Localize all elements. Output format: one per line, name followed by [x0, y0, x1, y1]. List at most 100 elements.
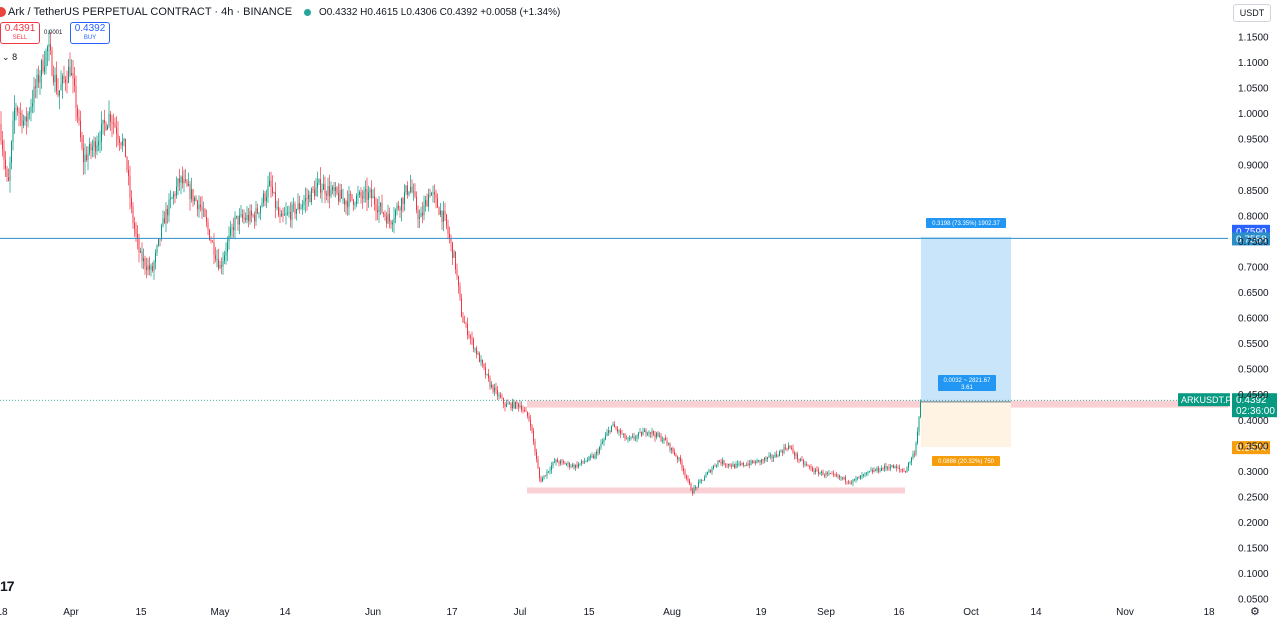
x-tick-label: Jun [365, 607, 381, 618]
entry-stats-label: 0.0032 ~ 2821.673.61 [938, 375, 996, 391]
candle-body [750, 460, 752, 465]
candle-body [819, 472, 821, 475]
candle-body [758, 460, 759, 461]
time-axis: 18 Apr 15 May 14 Jun 17 Jul 15 Aug 19 Sep 16 Oct 14 Nov… [0, 607, 1215, 618]
candle-body [749, 463, 750, 465]
candle-body [464, 322, 465, 324]
candle-body [666, 440, 668, 445]
candle-body [369, 189, 371, 193]
candle-body [713, 465, 714, 469]
candle-body [234, 216, 236, 231]
candle-body [414, 191, 416, 197]
candle-body [114, 123, 116, 128]
candle-body [189, 184, 191, 200]
currency-selector[interactable]: USDT [1233, 4, 1271, 22]
candle-body [683, 468, 684, 472]
candle-body [740, 463, 741, 465]
candle-body [716, 464, 717, 466]
candle-body [834, 474, 836, 476]
candle-body [164, 218, 165, 224]
candle-body [791, 447, 792, 449]
candle-body [777, 456, 779, 458]
candle-body [447, 225, 449, 234]
target-price-badge-text: 0.7590 [1236, 227, 1267, 238]
candle-body [590, 456, 591, 458]
candle-body [570, 466, 572, 468]
candle-body [431, 192, 432, 196]
candle-body [770, 455, 771, 457]
candle-body [308, 194, 309, 200]
sell-button[interactable]: 0.4391 SELL [0, 22, 40, 44]
x-tick-label: Aug [663, 607, 681, 618]
candle-body [821, 471, 822, 473]
candle-body [33, 86, 35, 104]
candle-body [830, 473, 831, 475]
candle-body [545, 475, 546, 477]
stop-price-badge-bg [1232, 441, 1270, 455]
candle-body [212, 241, 213, 243]
indicator-visibility-toggle[interactable]: ⌄ 8 [2, 52, 17, 63]
candle-body [411, 186, 413, 193]
candle-body [14, 108, 15, 121]
buy-button[interactable]: 0.4392 BUY [70, 22, 110, 44]
candle-body [630, 437, 632, 439]
candle-body [795, 454, 797, 456]
candle-body [902, 470, 903, 471]
candle-body [416, 196, 417, 211]
candle-body [872, 470, 873, 472]
y-tick-label: 0.7500 [1238, 237, 1269, 248]
candle-body [203, 209, 204, 211]
candle-body [849, 482, 851, 484]
entry-stats-label-bg [938, 375, 996, 391]
entry-stats-label-text: 0.0032 ~ 2821.67 [944, 378, 992, 384]
candle-body [803, 460, 804, 465]
candle-body [563, 461, 564, 463]
gear-icon[interactable]: ⚙ [1250, 606, 1260, 618]
candle-body [204, 209, 206, 217]
candle-body [3, 149, 5, 160]
candle-body [510, 403, 512, 409]
candle-body [96, 145, 98, 152]
symbol-title[interactable]: Ark / TetherUS PERPETUAL CONTRACT · 4h ·… [8, 6, 293, 18]
candle-body [321, 189, 323, 193]
candle-body [311, 188, 312, 203]
y-tick-label: 0.7000 [1238, 262, 1269, 273]
candle-body [365, 189, 366, 192]
target-stats-label-bg [926, 218, 1006, 228]
candle-body [855, 478, 857, 480]
x-tick-label: 16 [893, 607, 905, 618]
candle-body [639, 431, 641, 433]
candle-body [120, 142, 122, 146]
candle-body [323, 184, 324, 190]
candle-body [663, 437, 665, 441]
x-tick-label: 17 [446, 607, 458, 618]
candle-body [216, 259, 218, 260]
candle-body [576, 464, 578, 467]
candle-body [233, 227, 234, 231]
candle-body [65, 79, 66, 83]
candle-body [854, 479, 855, 481]
candle-body [359, 192, 360, 195]
candle-body [785, 447, 786, 449]
candle-body [695, 487, 696, 488]
entry-stats-label-text: 3.61 [961, 385, 973, 391]
candle-body [497, 389, 498, 396]
candle-body [780, 451, 782, 452]
candle-body [711, 468, 713, 473]
candle-body [765, 458, 767, 460]
candle-body [101, 123, 102, 142]
candle-body [869, 471, 870, 473]
candle-body [260, 206, 261, 213]
candle-body [675, 454, 677, 457]
tradingview-logo-icon[interactable]: 17 [0, 578, 15, 594]
candle-body [363, 191, 365, 199]
candle-body [410, 186, 411, 192]
candle-body [815, 469, 816, 473]
candle-body [474, 348, 476, 350]
candle-body [35, 86, 36, 88]
candle-body [117, 133, 119, 139]
candle-body [15, 107, 17, 109]
candle-body [696, 487, 698, 488]
